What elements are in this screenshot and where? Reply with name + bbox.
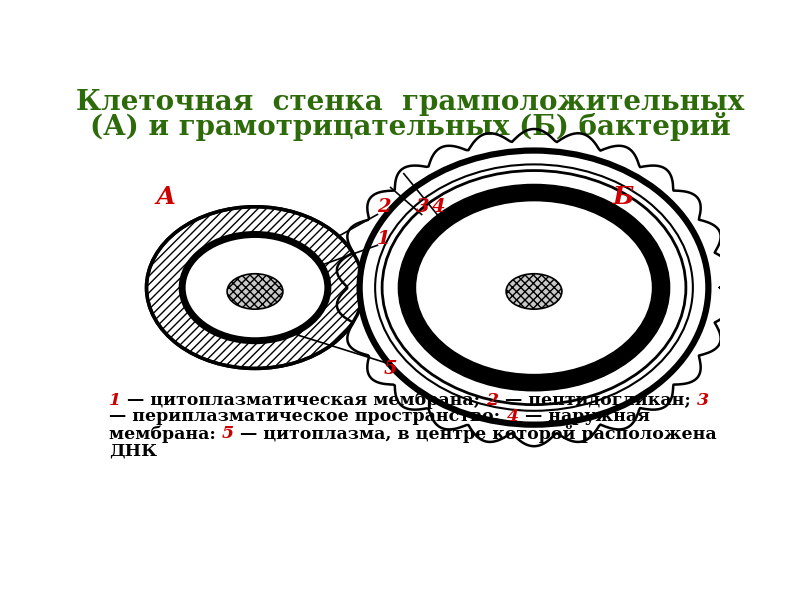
Ellipse shape — [398, 184, 670, 391]
Text: ДНК: ДНК — [110, 442, 158, 460]
Text: 3: 3 — [697, 392, 709, 409]
Ellipse shape — [227, 274, 283, 309]
Ellipse shape — [506, 274, 562, 309]
Text: — периплазматическое пространство;: — периплазматическое пространство; — [110, 409, 506, 425]
Polygon shape — [337, 129, 731, 446]
Ellipse shape — [360, 151, 708, 425]
Text: 1: 1 — [110, 392, 122, 409]
Text: 2: 2 — [486, 392, 498, 409]
Text: — цитоплазма, в центре которой расположена: — цитоплазма, в центре которой расположе… — [234, 425, 717, 443]
Text: 3: 3 — [416, 198, 430, 216]
Ellipse shape — [193, 244, 317, 331]
Text: — наружная: — наружная — [518, 409, 650, 425]
Ellipse shape — [390, 178, 678, 398]
Text: Б: Б — [613, 185, 634, 209]
Text: — цитоплазматическая мембрана;: — цитоплазматическая мембрана; — [122, 392, 486, 409]
Text: мембрана:: мембрана: — [110, 425, 222, 443]
Text: (А) и грамотрицательных (Б) бактерий: (А) и грамотрицательных (Б) бактерий — [90, 112, 730, 141]
Ellipse shape — [182, 235, 328, 341]
Ellipse shape — [146, 207, 363, 368]
Ellipse shape — [416, 202, 652, 374]
Text: 2: 2 — [377, 198, 390, 216]
Text: 5: 5 — [222, 425, 234, 442]
Text: 4: 4 — [432, 198, 446, 216]
Text: А: А — [156, 185, 176, 209]
Text: 4: 4 — [506, 409, 518, 425]
Text: — пептидогликан;: — пептидогликан; — [498, 392, 697, 409]
Text: 5: 5 — [384, 360, 398, 378]
Text: 1: 1 — [377, 230, 390, 248]
Ellipse shape — [375, 164, 693, 411]
Text: Клеточная  стенка  грамположительных: Клеточная стенка грамположительных — [76, 89, 744, 116]
